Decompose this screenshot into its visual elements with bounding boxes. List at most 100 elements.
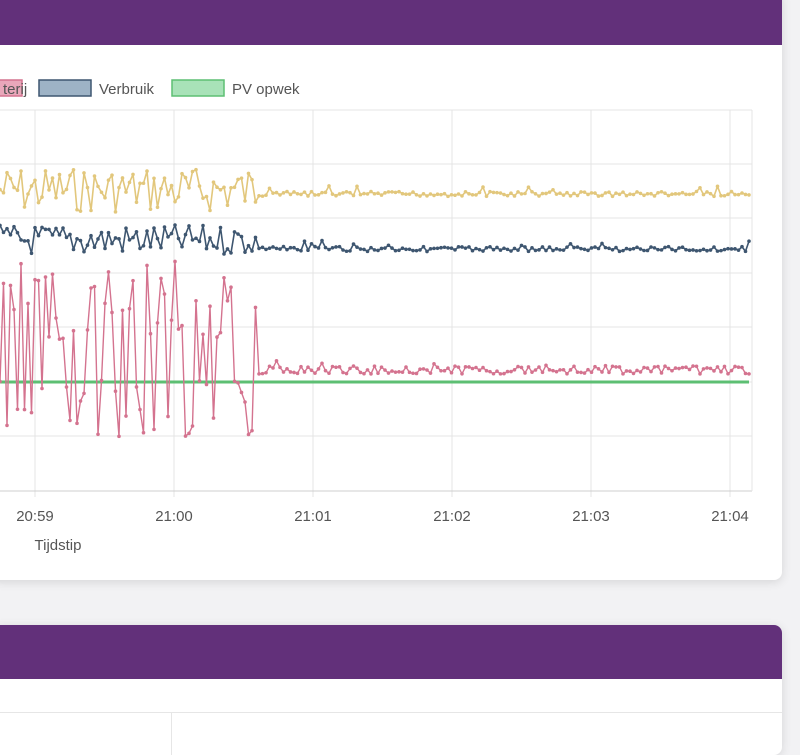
verbruik-point — [411, 248, 415, 253]
yellow-series-point — [162, 176, 167, 180]
verbruik-point — [362, 247, 366, 252]
verbruik-point — [75, 237, 79, 241]
legend-swatch[interactable] — [171, 79, 225, 97]
verbruik-point — [638, 247, 643, 251]
verbruik-point — [428, 247, 433, 251]
verbruik-point — [715, 249, 720, 253]
batterij-point — [183, 434, 188, 438]
batterij-point — [82, 391, 86, 396]
verbruik-point — [729, 247, 734, 251]
yellow-series-point — [390, 190, 394, 194]
verbruik-point — [313, 244, 317, 249]
yellow-series-point — [428, 192, 433, 196]
verbruik-point — [589, 246, 594, 250]
batterij-point — [547, 368, 552, 372]
yellow-series-point — [351, 193, 356, 198]
verbruik-point — [656, 247, 660, 252]
verbruik-point — [488, 245, 492, 249]
verbruik-point — [246, 243, 251, 248]
verbruik-point — [533, 248, 538, 253]
yellow-series-point — [285, 189, 289, 194]
verbruik-point — [162, 225, 167, 229]
verbruik-point — [302, 239, 307, 243]
verbruik-point — [281, 244, 286, 249]
yellow-series-point — [180, 171, 184, 176]
verbruik-point — [568, 242, 573, 246]
batterij-point — [278, 365, 282, 370]
verbruik-point — [558, 248, 562, 252]
yellow-series-point — [393, 190, 398, 195]
verbruik-point — [103, 246, 107, 251]
batterij-point — [47, 335, 51, 339]
batterij-point — [453, 364, 457, 368]
batterij-point — [257, 372, 261, 376]
batterij-point — [425, 368, 429, 372]
legend-label[interactable]: PV opwek — [232, 81, 300, 98]
verbruik-point — [600, 241, 604, 246]
batterij-point — [120, 308, 125, 313]
batterij-point — [642, 365, 646, 370]
legend-swatch[interactable] — [0, 79, 23, 97]
yellow-series-point — [691, 192, 695, 196]
verbruik-point — [376, 248, 380, 253]
yellow-series-point — [600, 193, 604, 198]
yellow-series-point — [498, 191, 503, 195]
yellow-series-point — [75, 207, 79, 212]
verbruik-point — [442, 245, 447, 250]
yellow-series-point — [551, 187, 555, 192]
verbruik-point — [596, 246, 601, 251]
verbruik-point — [96, 237, 100, 241]
verbruik-point — [138, 246, 142, 251]
batterij-point — [250, 428, 254, 433]
batterij-point — [288, 370, 293, 374]
yellow-series-point — [71, 167, 76, 172]
yellow-series-point — [561, 193, 566, 197]
yellow-series-point — [358, 192, 363, 197]
batterij-point — [61, 336, 65, 341]
x-tick-label: 21:04 — [711, 508, 749, 525]
verbruik-point — [456, 245, 461, 249]
yellow-series-point — [715, 184, 720, 189]
batterij-point — [313, 371, 317, 375]
verbruik-point — [421, 244, 426, 249]
verbruik-point — [36, 233, 41, 238]
yellow-series-point — [26, 192, 30, 196]
yellow-series-point — [509, 191, 513, 196]
batterij-point — [691, 364, 695, 368]
yellow-series-point — [211, 180, 216, 184]
verbruik-point — [631, 246, 636, 251]
verbruik-point — [0, 223, 2, 228]
yellow-series-point — [470, 192, 475, 197]
verbruik-point — [407, 247, 412, 252]
verbruik-point — [670, 247, 674, 252]
yellow-series-point — [614, 191, 618, 195]
batterij-point — [292, 370, 296, 375]
chart-legend: terij Verbruik PV opwek — [0, 79, 300, 98]
legend-label[interactable]: Verbruik — [99, 81, 155, 98]
verbruik-point — [677, 246, 681, 250]
verbruik-point — [743, 249, 748, 254]
batterij-point — [211, 416, 216, 420]
batterij-point — [103, 301, 107, 306]
yellow-series-point — [36, 200, 41, 205]
batterij-point — [607, 370, 611, 375]
yellow-series-point — [484, 194, 489, 199]
legend-swatch[interactable] — [38, 79, 92, 97]
yellow-series-point — [400, 191, 405, 196]
yellow-series-point — [645, 191, 650, 196]
yellow-series-point — [712, 194, 716, 199]
yellow-series-point — [113, 210, 118, 214]
yellow-series-point — [558, 191, 562, 196]
legend-label[interactable]: terij — [3, 81, 27, 98]
yellow-series-point — [544, 191, 548, 196]
yellow-series-point — [299, 192, 303, 197]
verbruik-point — [92, 245, 97, 249]
batterij-point — [271, 366, 275, 370]
verbruik-point — [463, 246, 468, 250]
batterij-point — [743, 371, 748, 376]
verbruik-point — [323, 245, 328, 250]
batterij-point — [180, 323, 184, 328]
batterij-point — [194, 298, 198, 303]
batterij-point — [309, 368, 314, 373]
yellow-series-point — [677, 192, 681, 196]
